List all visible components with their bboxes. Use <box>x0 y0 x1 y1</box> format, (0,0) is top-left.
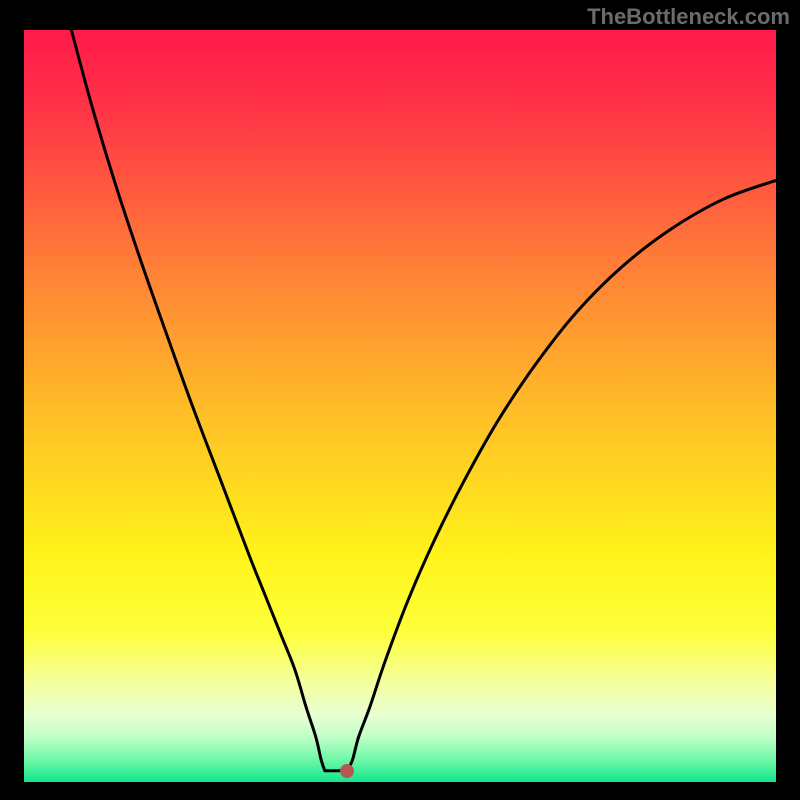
bottleneck-curve <box>24 30 776 782</box>
curve-path <box>71 30 776 771</box>
chart-container: { "watermark": { "text": "TheBottleneck.… <box>0 0 800 800</box>
minimum-marker <box>340 764 354 778</box>
plot-area <box>24 30 776 782</box>
watermark-text: TheBottleneck.com <box>587 4 790 30</box>
